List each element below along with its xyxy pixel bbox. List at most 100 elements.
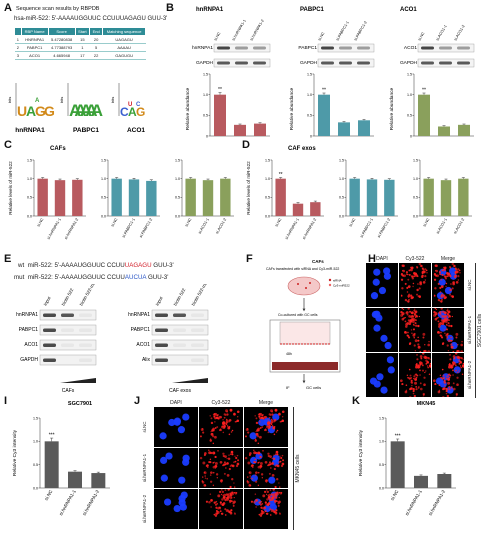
cell: 1	[75, 43, 90, 52]
col-header: Score	[47, 27, 76, 36]
band	[421, 61, 434, 65]
tick-label: 1.0	[203, 93, 208, 97]
cell: 22	[89, 51, 103, 60]
micrograph-red	[399, 308, 431, 352]
tick-label: 0.0	[175, 214, 180, 218]
wt-sequence: wt miR-522: 5'-AAAAUGGUUC CCUUUAGAGU GUU…	[18, 262, 174, 269]
tick-label: 1.0	[307, 93, 312, 97]
band	[155, 343, 168, 347]
cell-line-bracket	[475, 263, 476, 398]
cell: 15	[75, 35, 90, 44]
tick-label: 0.5	[101, 196, 106, 200]
tick-label: 1.5	[27, 158, 32, 162]
row-label: PABPC1	[131, 327, 151, 333]
category-label: si.hnRNPA1-2	[302, 218, 317, 241]
y-axis-label: Relative Cy3 intensity	[358, 429, 364, 476]
lane-label: input	[43, 295, 52, 306]
panel-c-label: C	[4, 139, 12, 151]
cocult-text: Co-cultured with GC cells	[278, 313, 318, 317]
row-label: GAPDH	[196, 60, 214, 66]
tick-label: 0.0	[27, 214, 32, 218]
band	[61, 343, 74, 347]
tick-label: 0.5	[27, 196, 32, 200]
significance-label: **	[279, 172, 283, 178]
legend-cy3: Cy3-miR522	[333, 284, 350, 288]
svg-text:G: G	[44, 103, 55, 119]
col-header: RBP Name	[20, 27, 49, 36]
blot-strip	[317, 43, 375, 53]
category-label: si.hnRNPA1-1	[404, 489, 423, 517]
column-header: DAPI	[376, 256, 388, 262]
gradient-wedge-icon	[60, 378, 96, 383]
panel-h-micrographs: DAPI Cy3-522 Merge si.NC si.hnRNPA1-1 si.hnRN…	[364, 256, 486, 406]
micrograph-merge	[244, 407, 288, 447]
bar	[292, 203, 304, 216]
tick-label: 1.0	[407, 93, 412, 97]
tick-label: 0.0	[101, 214, 106, 218]
category-label: si.NC	[36, 217, 44, 227]
tick-label: 0.0	[379, 486, 384, 490]
band	[43, 313, 56, 317]
row-label: PABPC1	[298, 45, 317, 51]
bar	[275, 178, 286, 216]
bar	[338, 122, 350, 136]
band	[173, 313, 186, 317]
logo-label: PABPC1	[73, 127, 99, 134]
row-label: si.hnRNPA1-2	[142, 494, 147, 524]
micrograph-red	[399, 353, 431, 397]
tick-label: 0.5	[407, 114, 412, 118]
tick-label: 0.5	[413, 196, 418, 200]
bar	[318, 94, 330, 136]
wt-seq-b: GUU-3'	[151, 262, 174, 269]
cell: 4.665948	[48, 51, 76, 60]
time-text: 48h	[286, 352, 292, 356]
y-axis-label: Relative levels of miR-522	[8, 161, 13, 215]
band	[457, 61, 470, 65]
category-label: si.NC	[422, 217, 430, 227]
bar	[423, 178, 434, 216]
blot-strip	[151, 339, 209, 351]
category-label: si.PABPC1-2	[377, 218, 391, 239]
svg-text:C: C	[136, 102, 141, 108]
micrograph-merge	[432, 353, 464, 397]
bar	[214, 94, 226, 136]
bar	[440, 180, 452, 216]
bar	[37, 178, 48, 216]
band	[457, 46, 470, 50]
category-label: si.hnRNPA1-2	[81, 489, 100, 517]
tick-label: 1.0	[101, 177, 106, 181]
tick-label: 0.0	[339, 214, 344, 218]
logo-hnrnpa1: bits U A G G A hnRNPA1	[8, 83, 55, 134]
svg-text:C: C	[120, 105, 129, 119]
bar	[437, 474, 452, 488]
tick-label: 0	[410, 134, 412, 138]
significance-label: **	[422, 88, 426, 94]
panel-d-label: D	[242, 139, 250, 151]
svg-text:G: G	[136, 105, 145, 119]
micrograph-red	[199, 448, 243, 488]
band	[253, 61, 266, 65]
band	[191, 328, 204, 332]
panel-k-label: K	[352, 395, 360, 407]
row-label: si.NC	[467, 279, 472, 291]
bar	[68, 471, 82, 488]
blot-strip	[39, 339, 97, 351]
band	[235, 61, 248, 65]
caf-cell-icon	[287, 276, 321, 296]
band	[43, 343, 56, 347]
tick-label: 0.0	[33, 486, 38, 490]
micrograph-blue	[154, 407, 198, 447]
micrograph-blue	[366, 263, 398, 307]
bar	[310, 202, 321, 216]
tick-label: 1.5	[101, 158, 106, 162]
chart-title: MKN45	[417, 401, 436, 407]
micrograph-red	[199, 489, 243, 529]
lane-label: si.ACO1-1	[435, 24, 447, 41]
category-label: si.NC	[274, 217, 282, 227]
band	[79, 343, 92, 347]
svg-text:A: A	[35, 98, 40, 104]
row-label: GAPDH	[400, 60, 418, 66]
bar	[438, 126, 450, 136]
cell: 2	[14, 43, 22, 52]
tick-label: 0	[310, 134, 312, 138]
